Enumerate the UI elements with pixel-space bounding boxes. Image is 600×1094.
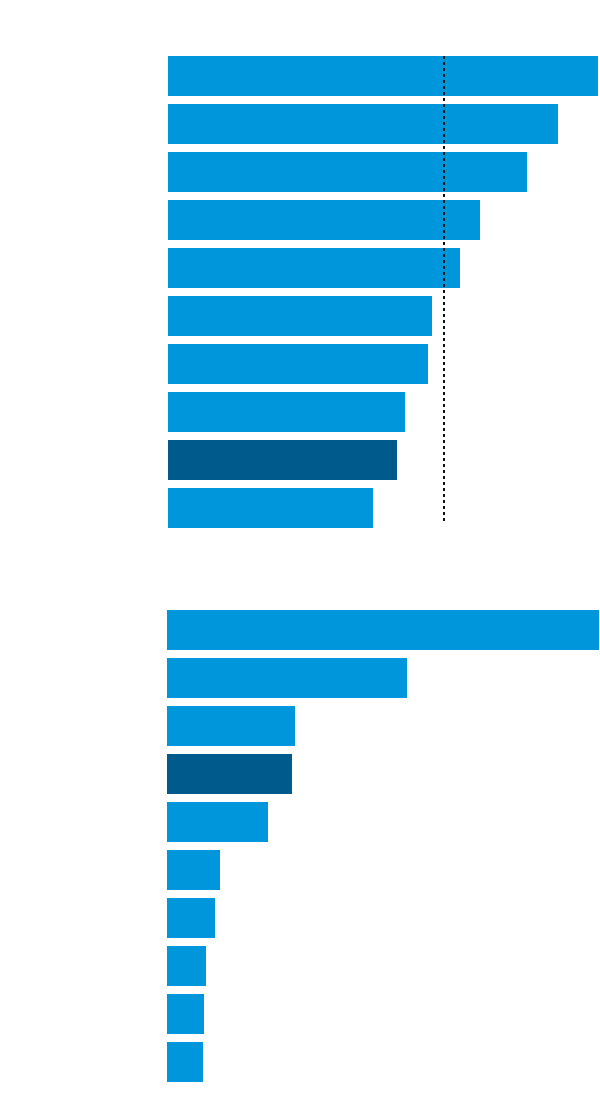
bar xyxy=(167,850,220,890)
bar xyxy=(167,994,204,1034)
bar xyxy=(168,296,432,336)
bar xyxy=(168,440,397,480)
bar xyxy=(167,706,295,746)
bar xyxy=(168,392,405,432)
bar xyxy=(168,200,480,240)
bar xyxy=(168,488,373,528)
bar xyxy=(168,344,428,384)
bar xyxy=(167,1042,203,1082)
bar xyxy=(167,610,599,650)
bar xyxy=(168,248,460,288)
bar xyxy=(168,56,598,96)
bar xyxy=(167,946,206,986)
bar xyxy=(167,898,215,938)
bar xyxy=(167,802,268,842)
bar xyxy=(168,152,527,192)
bar xyxy=(167,658,407,698)
bar xyxy=(167,754,292,794)
bar xyxy=(168,104,558,144)
